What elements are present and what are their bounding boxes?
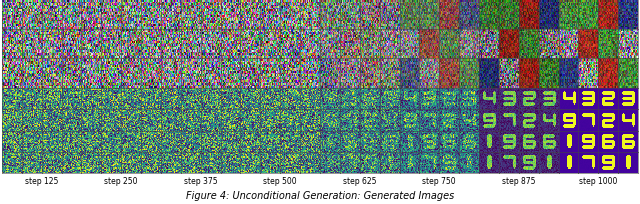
Text: step 875: step 875 [502,176,536,185]
Text: step 1000: step 1000 [579,176,618,185]
Text: step 125: step 125 [25,176,58,185]
Text: step 500: step 500 [264,176,297,185]
Text: step 750: step 750 [422,176,456,185]
Text: step 375: step 375 [184,176,218,185]
Text: step 625: step 625 [343,176,376,185]
Text: Figure 4: Unconditional Generation: Generated Images: Figure 4: Unconditional Generation: Gene… [186,190,454,200]
Text: step 250: step 250 [104,176,138,185]
